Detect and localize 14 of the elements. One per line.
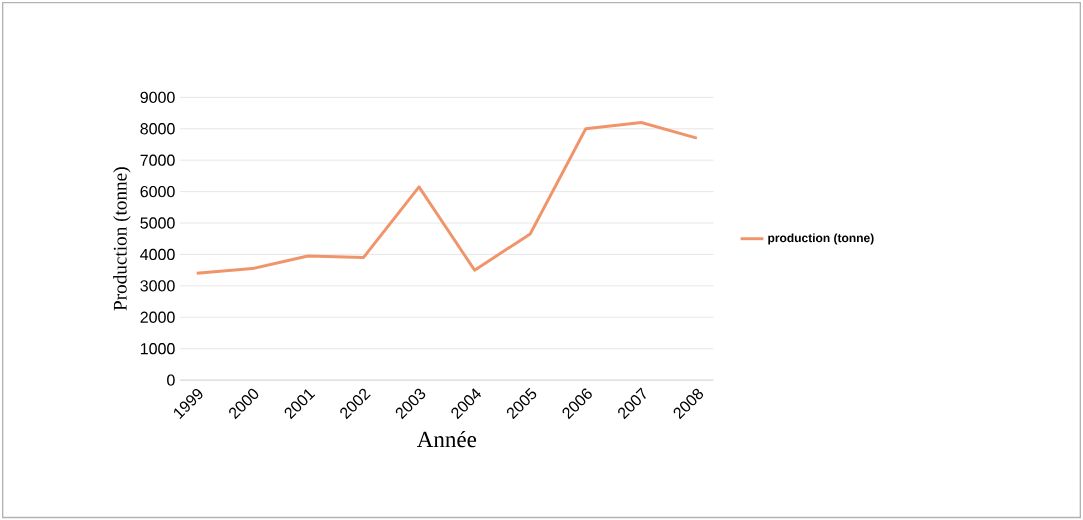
y-tick-label: 0	[167, 374, 175, 386]
y-tick-label: 3000	[140, 280, 175, 292]
y-tick-label: 1000	[140, 342, 175, 355]
y-axis-title: Production (tonne)	[113, 167, 131, 311]
line-series	[195, 120, 699, 275]
y-tick-label: 8000	[140, 123, 175, 135]
y-tick-label: 6000	[140, 185, 175, 198]
x-axis-title: Année	[416, 430, 477, 448]
y-tick-label: 4000	[140, 248, 175, 261]
y-tick-label: 7000	[140, 154, 175, 166]
y-tick-label: 9000	[140, 91, 175, 103]
y-tick-label: 2000	[140, 311, 175, 323]
legend-label: production (tonne)	[768, 233, 874, 245]
y-tick-label: 5000	[140, 217, 175, 229]
